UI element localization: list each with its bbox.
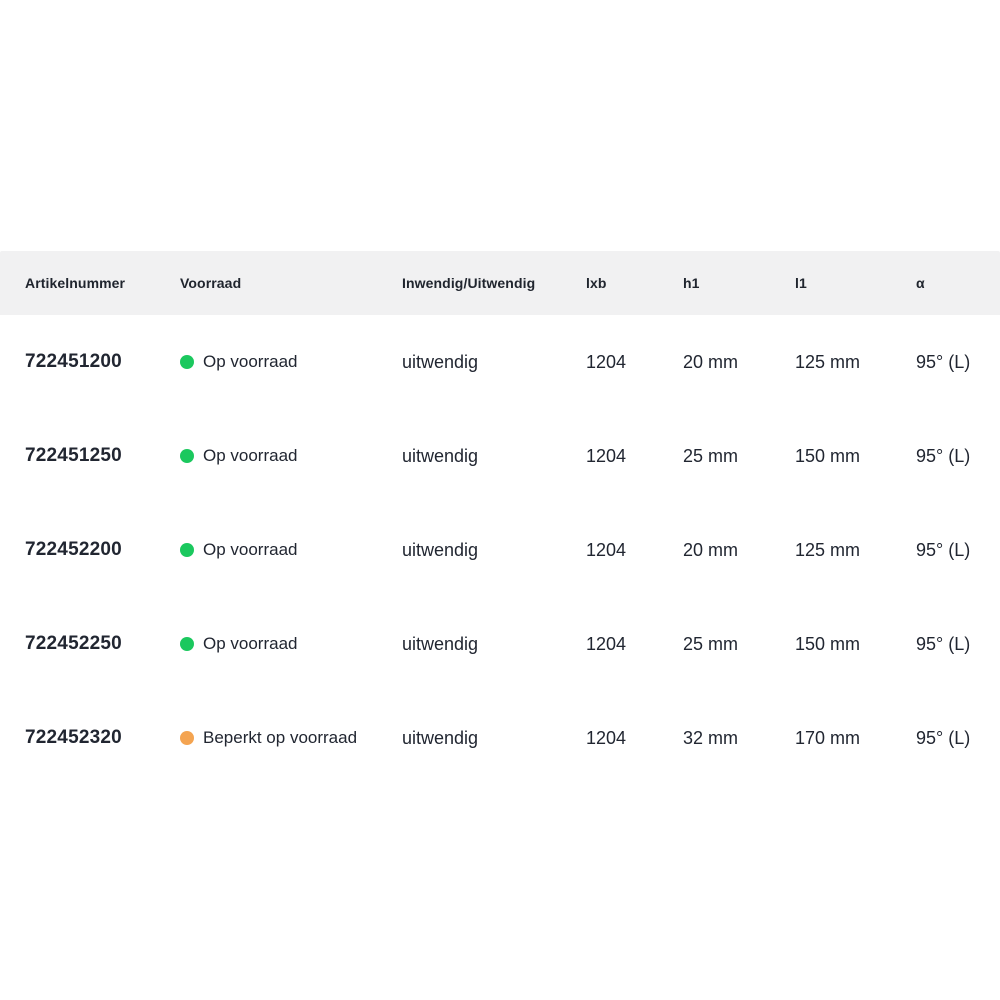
table-row[interactable]: 722452250 Op voorraad uitwendig 1204 25 … bbox=[0, 597, 1000, 691]
table-header: Artikelnummer Voorraad Inwendig/Uitwendi… bbox=[0, 251, 1000, 315]
lxb-value: 1204 bbox=[586, 445, 627, 466]
inwendig-uitwendig-value: uitwendig bbox=[402, 351, 479, 372]
lxb-value: 1204 bbox=[586, 727, 627, 748]
inwendig-uitwendig-value: uitwendig bbox=[402, 633, 479, 654]
artikelnummer-value[interactable]: 722452200 bbox=[25, 539, 122, 560]
lxb-value: 1204 bbox=[586, 539, 627, 560]
alpha-value: 95° (L) bbox=[916, 351, 971, 372]
lxb-value: 1204 bbox=[586, 633, 627, 654]
voorraad-cell: Beperkt op voorraad bbox=[180, 728, 402, 748]
stock-status-label: Op voorraad bbox=[203, 540, 298, 559]
inwendig-uitwendig-value: uitwendig bbox=[402, 727, 479, 748]
alpha-value: 95° (L) bbox=[916, 727, 971, 748]
column-header-l1: l1 bbox=[795, 275, 807, 291]
voorraad-cell: Op voorraad bbox=[180, 352, 402, 372]
voorraad-cell: Op voorraad bbox=[180, 540, 402, 560]
table-row[interactable]: 722451200 Op voorraad uitwendig 1204 20 … bbox=[0, 315, 1000, 409]
h1-value: 20 mm bbox=[683, 539, 739, 560]
artikelnummer-value[interactable]: 722452320 bbox=[25, 727, 122, 748]
table-row[interactable]: 722452320 Beperkt op voorraad uitwendig … bbox=[0, 691, 1000, 785]
stock-status-label: Op voorraad bbox=[203, 352, 298, 371]
column-header-artikelnummer: Artikelnummer bbox=[25, 275, 126, 291]
column-header-inwendig-uitwendig: Inwendig/Uitwendig bbox=[402, 275, 536, 291]
l1-value: 150 mm bbox=[795, 633, 861, 654]
column-header-h1: h1 bbox=[683, 275, 700, 291]
lxb-value: 1204 bbox=[586, 351, 627, 372]
stock-status-dot-icon bbox=[180, 637, 194, 651]
stock-status-dot-icon bbox=[180, 543, 194, 557]
alpha-value: 95° (L) bbox=[916, 539, 971, 560]
h1-value: 20 mm bbox=[683, 351, 739, 372]
alpha-value: 95° (L) bbox=[916, 633, 971, 654]
stock-status-label: Op voorraad bbox=[203, 634, 298, 653]
h1-value: 25 mm bbox=[683, 445, 739, 466]
l1-value: 125 mm bbox=[795, 351, 861, 372]
product-spec-table: Artikelnummer Voorraad Inwendig/Uitwendi… bbox=[0, 251, 1000, 785]
table-row[interactable]: 722452200 Op voorraad uitwendig 1204 20 … bbox=[0, 503, 1000, 597]
stock-status-label: Op voorraad bbox=[203, 446, 298, 465]
h1-value: 32 mm bbox=[683, 727, 739, 748]
artikelnummer-value[interactable]: 722452250 bbox=[25, 633, 122, 654]
l1-value: 125 mm bbox=[795, 539, 861, 560]
stock-status-dot-icon bbox=[180, 731, 194, 745]
h1-value: 25 mm bbox=[683, 633, 739, 654]
voorraad-cell: Op voorraad bbox=[180, 446, 402, 466]
artikelnummer-value[interactable]: 722451250 bbox=[25, 445, 122, 466]
stock-status-dot-icon bbox=[180, 449, 194, 463]
inwendig-uitwendig-value: uitwendig bbox=[402, 539, 479, 560]
stock-status-label: Beperkt op voorraad bbox=[203, 728, 358, 747]
column-header-voorraad: Voorraad bbox=[180, 275, 242, 291]
table-row[interactable]: 722451250 Op voorraad uitwendig 1204 25 … bbox=[0, 409, 1000, 503]
inwendig-uitwendig-value: uitwendig bbox=[402, 445, 479, 466]
voorraad-cell: Op voorraad bbox=[180, 634, 402, 654]
l1-value: 150 mm bbox=[795, 445, 861, 466]
column-header-lxb: lxb bbox=[586, 275, 607, 291]
alpha-value: 95° (L) bbox=[916, 445, 971, 466]
column-header-alpha: α bbox=[916, 275, 925, 291]
artikelnummer-value[interactable]: 722451200 bbox=[25, 351, 122, 372]
stock-status-dot-icon bbox=[180, 355, 194, 369]
l1-value: 170 mm bbox=[795, 727, 861, 748]
